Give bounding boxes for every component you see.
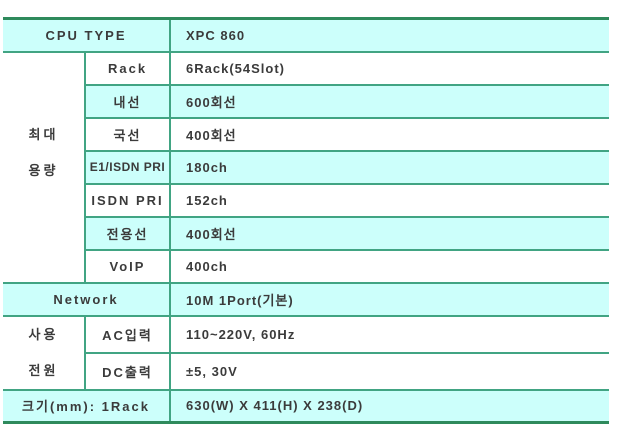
size-label: 크기(mm): 1Rack — [3, 388, 171, 423]
isdn-pri-label: ISDN PRI — [83, 182, 171, 217]
row-ac-input: 사용 전원 AC입력 110~220V, 60Hz — [3, 314, 609, 390]
internal-lines-label: 내선 — [83, 83, 171, 118]
isdn-pri-value: 152ch — [169, 182, 609, 217]
row-e1-isdn-pri: E1/ISDN PRI 180ch — [3, 149, 609, 184]
leased-line-value: 400회선 — [169, 215, 609, 250]
capacity-group-line2: 용량 — [28, 163, 59, 178]
row-cpu-type: CPU TYPE XPC 860 — [3, 18, 609, 52]
power-group-label: 사용 전원 — [3, 314, 85, 390]
row-internal-lines: 내선 600회선 — [3, 83, 609, 118]
dc-output-label: DC출력 — [83, 351, 171, 390]
rack-label: Rack — [83, 50, 171, 85]
trunk-lines-value: 400회선 — [169, 116, 609, 151]
row-size: 크기(mm): 1Rack 630(W) X 411(H) X 238(D) — [3, 388, 609, 423]
network-value: 10M 1Port(기본) — [169, 281, 609, 316]
e1-isdn-pri-value: 180ch — [169, 149, 609, 184]
size-value: 630(W) X 411(H) X 238(D) — [169, 388, 609, 423]
row-dc-output: DC출력 ±5, 30V — [3, 351, 609, 390]
row-leased-line: 전용선 400회선 — [3, 215, 609, 250]
row-trunk-lines: 국선 400회선 — [3, 116, 609, 151]
power-group-line1: 사용 — [28, 326, 59, 342]
e1-isdn-pri-label: E1/ISDN PRI — [83, 149, 171, 184]
cpu-type-value: XPC 860 — [169, 18, 609, 52]
voip-value: 400ch — [169, 248, 609, 283]
ac-input-value: 110~220V, 60Hz — [169, 314, 609, 353]
capacity-group-label: 최대 용량 — [3, 50, 85, 283]
dc-output-value: ±5, 30V — [169, 351, 609, 390]
leased-line-label: 전용선 — [83, 215, 171, 250]
voip-label: VoIP — [83, 248, 171, 283]
cpu-type-label: CPU TYPE — [3, 18, 171, 52]
spec-table: CPU TYPE XPC 860 최대 용량 Rack 6Rack(54Slot… — [3, 17, 609, 424]
internal-lines-value: 600회선 — [169, 83, 609, 118]
power-group-line2: 전원 — [28, 362, 59, 378]
row-voip: VoIP 400ch — [3, 248, 609, 283]
trunk-lines-label: 국선 — [83, 116, 171, 151]
network-label: Network — [3, 281, 171, 316]
rack-value: 6Rack(54Slot) — [169, 50, 609, 85]
capacity-group-line1: 최대 — [28, 127, 59, 142]
row-network: Network 10M 1Port(기본) — [3, 281, 609, 316]
row-rack: 최대 용량 Rack 6Rack(54Slot) — [3, 50, 609, 283]
row-isdn-pri: ISDN PRI 152ch — [3, 182, 609, 217]
ac-input-label: AC입력 — [83, 314, 171, 353]
